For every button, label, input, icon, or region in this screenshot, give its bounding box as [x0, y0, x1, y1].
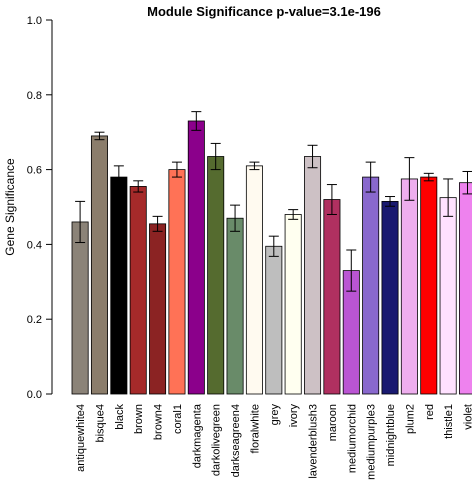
- error-bar-floralwhite: [249, 161, 260, 171]
- bar-darkolivegreen: [207, 156, 225, 395]
- bar-floralwhite: [245, 165, 263, 395]
- bar-grey: [265, 245, 283, 395]
- y-axis-label: Gene Significance: [3, 158, 17, 256]
- bar-coral1: [168, 169, 186, 395]
- bars-group: [71, 120, 472, 395]
- error-bar-thistle1: [443, 178, 454, 217]
- y-tick-label: 0.2: [27, 314, 42, 326]
- error-bar-grey: [268, 235, 279, 257]
- bar-mediumpurple3: [362, 176, 380, 395]
- bar-ivory: [284, 214, 302, 395]
- y-tick-label: 0.4: [27, 239, 42, 251]
- bar-maroon: [323, 199, 341, 395]
- category-label-mediumorchid: mediumorchid: [346, 404, 358, 473]
- error-bar-maroon: [326, 184, 337, 215]
- bar-red: [420, 176, 438, 395]
- bar-midnightblue: [381, 200, 399, 395]
- category-label-brown4: brown4: [153, 404, 165, 440]
- category-label-mediumpurple3: mediumpurple3: [366, 404, 378, 480]
- error-bar-brown4: [152, 215, 163, 232]
- category-label-brown: brown: [133, 404, 145, 434]
- bar-brown: [129, 186, 147, 395]
- category-label-lavenderblush3: lavenderblush3: [308, 404, 320, 479]
- y-tick-label: 0.6: [27, 165, 42, 177]
- error-bar-ivory: [288, 209, 299, 220]
- category-label-midnightblue: midnightblue: [385, 404, 397, 466]
- y-tick-label: 0.8: [27, 90, 42, 102]
- error-bar-bisque4: [94, 131, 105, 141]
- error-bar-violet: [462, 170, 472, 195]
- category-label-darkseagreen4: darkseagreen4: [230, 404, 242, 477]
- category-label-darkolivegreen: darkolivegreen: [211, 404, 223, 476]
- category-label-ivory: ivory: [288, 404, 300, 428]
- y-tick-label: 0.0: [27, 389, 42, 401]
- bar-brown4: [149, 223, 167, 395]
- error-bars-group: [75, 111, 472, 292]
- category-label-bisque4: bisque4: [94, 404, 106, 443]
- error-bar-mediumorchid: [346, 249, 357, 292]
- category-label-black: black: [114, 404, 126, 430]
- bar-darkmagenta: [187, 120, 205, 395]
- bar-violet: [458, 182, 472, 395]
- category-label-thistle1: thistle1: [443, 404, 455, 439]
- category-labels-group: antiquewhite4 bisque4 black brown brown4 cora…: [75, 403, 472, 480]
- error-bar-darkolivegreen: [210, 142, 221, 171]
- error-bar-coral1: [171, 161, 182, 178]
- error-bar-darkseagreen4: [230, 204, 241, 232]
- category-label-grey: grey: [269, 404, 281, 426]
- category-label-plum2: plum2: [404, 404, 416, 434]
- category-label-antiquewhite4: antiquewhite4: [75, 404, 87, 472]
- y-tick-label: 1.0: [27, 15, 42, 27]
- category-label-coral1: coral1: [172, 404, 184, 434]
- bar-darkseagreen4: [226, 217, 244, 395]
- category-label-darkmagenta: darkmagenta: [191, 403, 203, 468]
- error-bar-lavenderblush3: [307, 144, 318, 169]
- error-bar-antiquewhite4: [75, 200, 86, 244]
- y-axis: 0.0 0.2 0.4 0.6 0.8 1.0: [27, 15, 53, 401]
- error-bar-black: [113, 165, 124, 189]
- error-bar-plum2: [404, 157, 415, 201]
- error-bar-darkmagenta: [191, 111, 202, 131]
- bar-plum2: [400, 178, 418, 395]
- error-bar-brown: [133, 180, 144, 193]
- bar-thistle1: [439, 197, 457, 395]
- error-bar-red: [423, 172, 434, 182]
- error-bar-mediumpurple3: [365, 161, 376, 193]
- category-label-violet: violet: [463, 404, 472, 430]
- error-bar-midnightblue: [385, 196, 396, 207]
- bar-bisque4: [90, 135, 108, 395]
- category-label-maroon: maroon: [327, 404, 339, 441]
- category-label-floralwhite: floralwhite: [249, 404, 261, 454]
- bar-lavenderblush3: [304, 156, 322, 395]
- bar-antiquewhite4: [71, 221, 89, 395]
- category-label-red: red: [424, 404, 436, 420]
- chart-title: Module Significance p-value=3.1e-196: [147, 4, 381, 19]
- bar-black: [110, 176, 128, 395]
